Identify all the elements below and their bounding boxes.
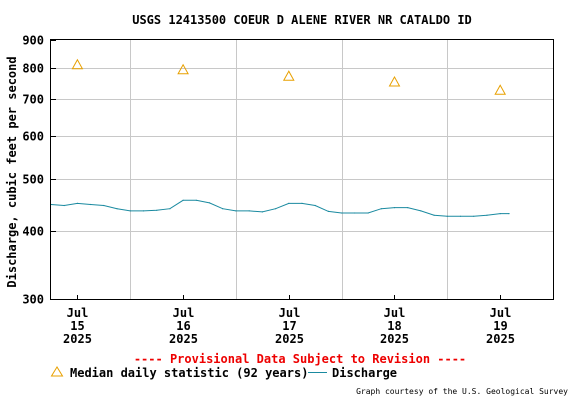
median-triangle-point xyxy=(177,63,189,75)
discharge-point xyxy=(129,210,131,212)
x-tick-label: 16 xyxy=(176,319,190,333)
credit-text: Graph courtesy of the U.S. Geological Su… xyxy=(356,387,568,396)
discharge-point xyxy=(248,210,250,212)
grid-lines xyxy=(51,40,553,299)
x-tick-label: Jul xyxy=(67,306,89,320)
discharge-point xyxy=(314,204,316,207)
y-tick-label: 400 xyxy=(22,225,44,239)
discharge-point xyxy=(459,215,462,217)
median-triangle-point xyxy=(282,70,295,81)
median-triangle-point xyxy=(494,84,507,95)
discharge-point xyxy=(367,212,369,214)
median-series xyxy=(71,58,507,95)
x-tick-label: Jul xyxy=(279,306,301,320)
discharge-point xyxy=(182,199,184,201)
discharge-point xyxy=(301,202,303,204)
discharge-point xyxy=(235,210,237,212)
chart-title: USGS 12413500 COEUR D ALENE RIVER NR CAT… xyxy=(132,13,472,27)
legend-triangle-icon xyxy=(50,366,64,377)
x-tick-label: Jul xyxy=(490,306,512,320)
discharge-point xyxy=(156,209,158,211)
discharge-point xyxy=(195,199,197,201)
discharge-point xyxy=(341,212,343,214)
discharge-point xyxy=(486,214,488,216)
discharge-point xyxy=(380,208,382,210)
provisional-banner: ---- Provisional Data Subject to Revisio… xyxy=(134,352,466,366)
discharge-point xyxy=(76,202,78,204)
discharge-point xyxy=(420,210,422,212)
discharge-series xyxy=(50,199,510,217)
discharge-point xyxy=(446,215,448,217)
discharge-point xyxy=(354,212,356,214)
discharge-point xyxy=(169,208,171,210)
y-tick-label: 500 xyxy=(22,173,44,187)
discharge-point xyxy=(103,204,105,207)
x-tick-label: Jul xyxy=(384,306,406,320)
x-axis-ticks: Jul152025Jul162025Jul172025Jul182025Jul1… xyxy=(63,295,515,346)
y-axis-ticks: 300 400 500 600 700 800 900 xyxy=(22,34,56,307)
discharge-point xyxy=(222,208,224,210)
x-tick-label: 19 xyxy=(493,319,507,333)
discharge-point xyxy=(90,203,92,206)
discharge-point xyxy=(433,214,435,216)
y-tick-label: 800 xyxy=(22,62,44,76)
y-tick-label: 300 xyxy=(22,293,44,307)
legend-discharge-label: Discharge xyxy=(332,366,397,380)
discharge-point xyxy=(275,208,277,210)
discharge-point xyxy=(473,215,475,217)
y-tick-label: 700 xyxy=(22,93,44,107)
y-axis-label: Discharge, cubic feet per second xyxy=(5,56,19,287)
discharge-point xyxy=(63,204,65,207)
discharge-point xyxy=(499,213,501,215)
median-triangle-point xyxy=(388,75,401,87)
discharge-point xyxy=(288,202,290,204)
x-tick-label: 18 xyxy=(387,319,401,333)
x-tick-label: 2025 xyxy=(275,332,304,346)
y-tick-label: 900 xyxy=(22,34,44,48)
legend-median-label: Median daily statistic (92 years) xyxy=(70,366,308,380)
plot-frame xyxy=(50,39,554,300)
discharge-point xyxy=(393,207,396,209)
discharge-point xyxy=(208,202,211,204)
x-tick-label: Jul xyxy=(173,306,195,320)
discharge-point xyxy=(116,208,118,210)
discharge-line xyxy=(50,199,509,217)
discharge-point xyxy=(142,210,145,212)
discharge-point xyxy=(261,211,263,213)
discharge-point xyxy=(508,213,510,215)
x-tick-label: 17 xyxy=(282,319,296,333)
x-tick-label: 2025 xyxy=(486,332,515,346)
x-tick-label: 15 xyxy=(70,319,84,333)
discharge-point xyxy=(407,207,409,209)
y-tick-label: 600 xyxy=(22,130,44,144)
discharge-point xyxy=(327,210,329,212)
median-triangle-point xyxy=(71,58,84,70)
legend: Median daily statistic (92 years) Discha… xyxy=(50,366,397,380)
x-tick-label: 2025 xyxy=(63,332,92,346)
x-tick-label: 2025 xyxy=(380,332,409,346)
x-tick-label: 2025 xyxy=(169,332,198,346)
